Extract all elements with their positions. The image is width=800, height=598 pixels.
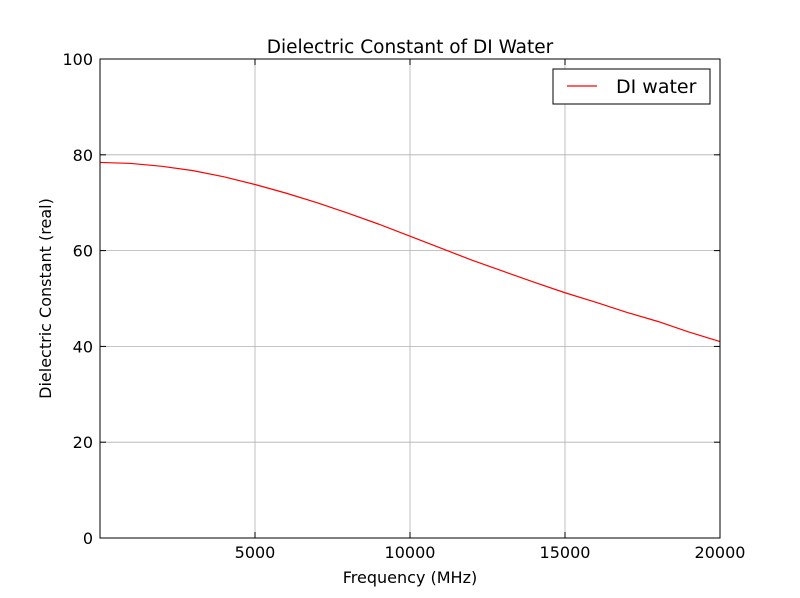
y-tick-label: 60: [73, 242, 93, 261]
y-tick-label: 20: [73, 433, 93, 452]
y-tick-label: 0: [83, 529, 93, 548]
x-axis-label: Frequency (MHz): [343, 568, 477, 587]
series-layer: [99, 161, 721, 343]
y-tick-label: 100: [62, 50, 93, 69]
chart-title: Dielectric Constant of DI Water: [267, 37, 554, 58]
x-tick-label: 20000: [695, 543, 746, 562]
y-tick-label: 40: [73, 337, 93, 356]
legend-label: DI water: [616, 76, 697, 98]
y-tick-label: 80: [73, 146, 93, 165]
series-line: [99, 161, 721, 343]
y-axis-label: Dielectric Constant (real): [36, 198, 55, 399]
plot-frame: [99, 58, 721, 539]
x-tick-label: 5000: [235, 543, 276, 562]
x-tick-label: 10000: [385, 543, 436, 562]
x-tick-label: 15000: [540, 543, 591, 562]
ticks: 5000 10000 15000 20000 0 20 40 60 80 100: [62, 50, 745, 562]
legend: DI water: [552, 68, 711, 105]
